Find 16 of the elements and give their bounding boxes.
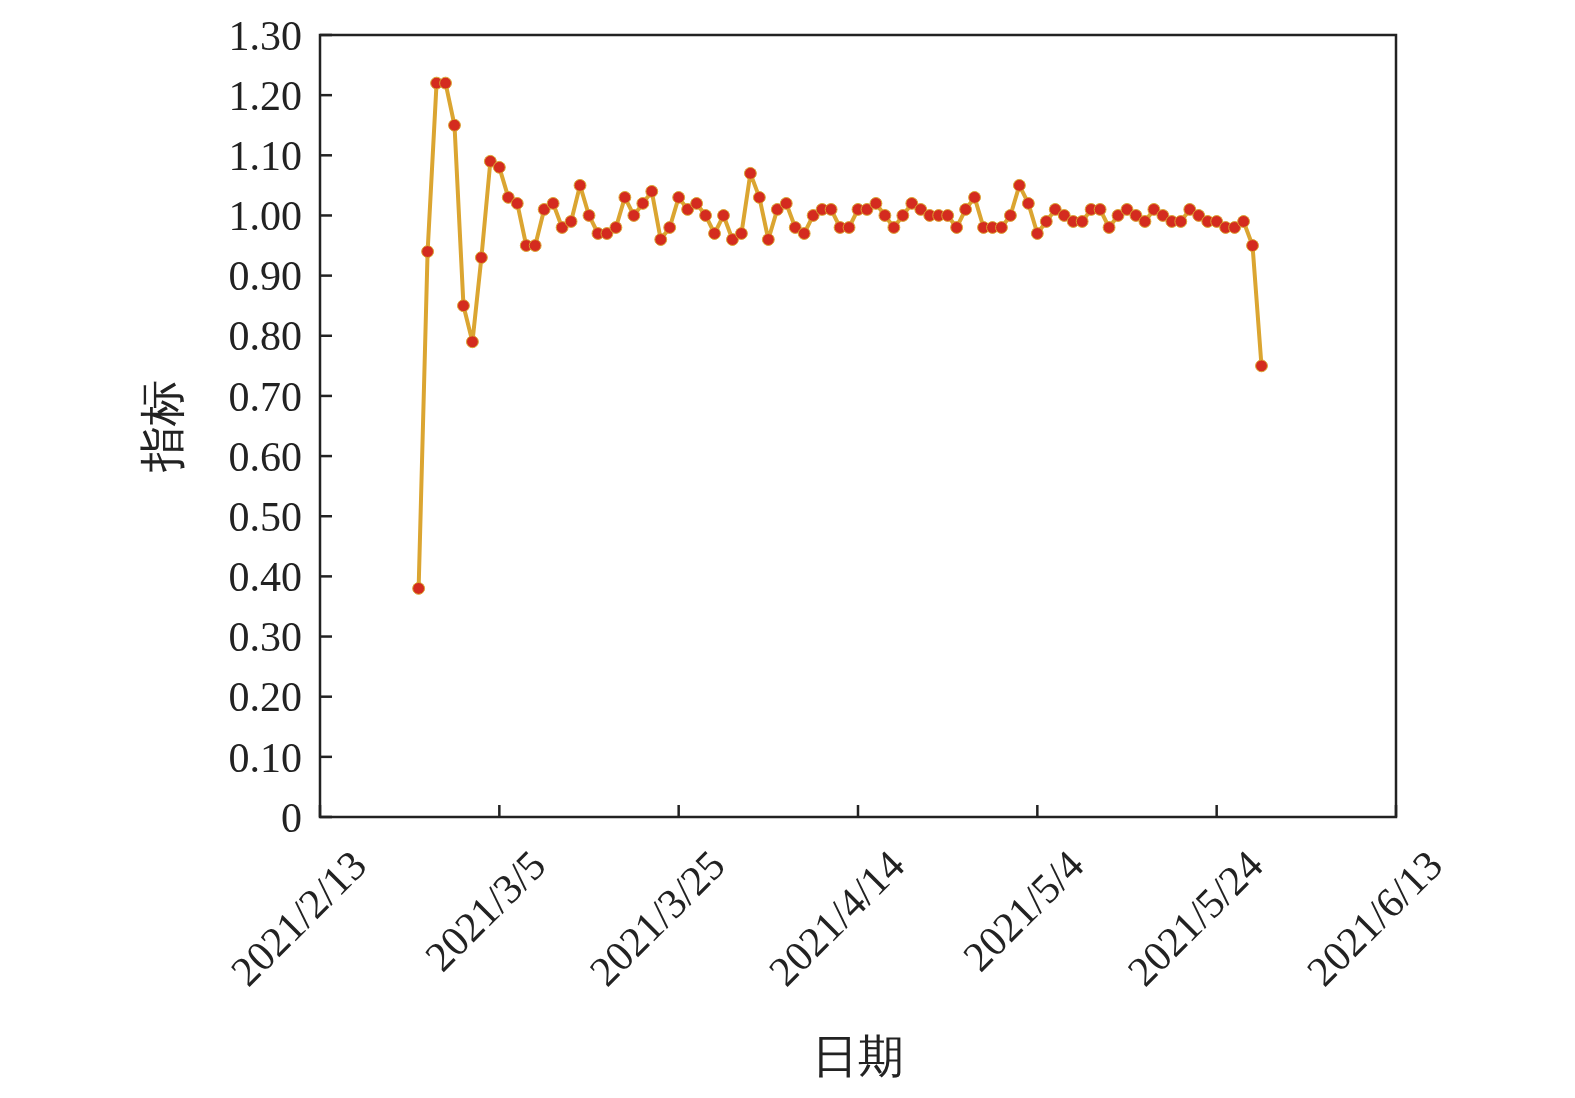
y-tick-label: 0.10 <box>228 734 302 781</box>
y-tick-label: 0.50 <box>228 493 302 540</box>
y-tick-label: 0.70 <box>228 373 302 420</box>
y-tick-label: 0.90 <box>228 253 302 300</box>
y-tick-label: 1.20 <box>228 72 302 119</box>
y-tick-label: 0.40 <box>228 554 302 601</box>
y-tick-label: 0 <box>281 794 302 841</box>
y-tick-label: 0.20 <box>228 674 302 721</box>
y-tick-label: 0.30 <box>228 614 302 661</box>
y-tick-label: 1.00 <box>228 193 302 240</box>
y-axis-title: 指标 <box>137 380 188 473</box>
y-tick-label: 1.30 <box>228 12 302 59</box>
y-tick-label: 0.60 <box>228 433 302 480</box>
y-tick-label: 0.80 <box>228 313 302 360</box>
x-axis-title: 日期 <box>812 1031 904 1082</box>
y-tick-label: 1.10 <box>228 133 302 180</box>
